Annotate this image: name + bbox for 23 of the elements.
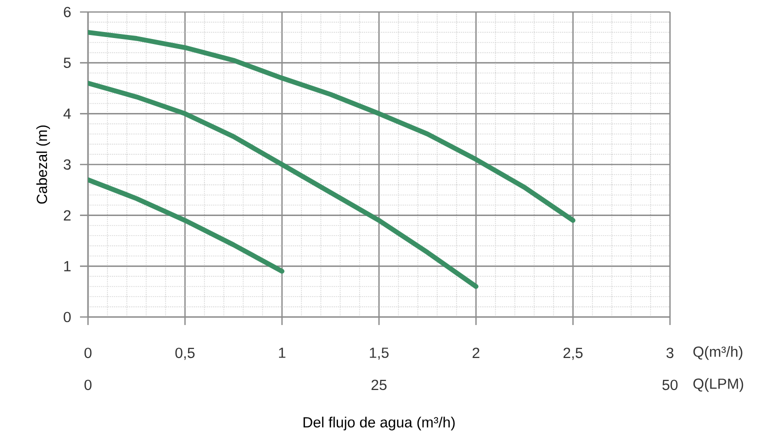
x-tick-label: 2,5 — [564, 348, 583, 360]
y-axis-title: Cabezal (m) — [36, 126, 50, 204]
line-series — [88, 30, 576, 223]
x-tick-label: 1,5 — [370, 348, 389, 360]
x2-tick-label: 50 — [662, 380, 678, 390]
x2-tick-label: 0 — [84, 380, 92, 390]
text: Q(m³/h) — [693, 346, 742, 360]
line-series — [88, 177, 284, 274]
text: Q(LPM) — [693, 378, 744, 392]
x-axis-title: Del flujo de agua (m³/h) — [304, 416, 455, 430]
y-tick-label: 5 — [64, 58, 71, 68]
y-tick-label: 2 — [64, 210, 71, 220]
x-tick-label: 3 — [666, 348, 674, 358]
y-tick-label: 0 — [64, 312, 71, 322]
x-tick-label: 0 — [84, 348, 92, 358]
y-tick-label: 1 — [64, 261, 71, 272]
x-tick-label: 1 — [279, 348, 286, 358]
x-tick-label: 0,5 — [175, 348, 195, 360]
y-tick-label: 4 — [63, 108, 71, 119]
x-tick-label: 2 — [472, 348, 480, 358]
y-tick-label: 6 — [64, 6, 71, 18]
y-tick-label: 3 — [64, 159, 71, 170]
x2-tick-label: 25 — [372, 380, 387, 390]
